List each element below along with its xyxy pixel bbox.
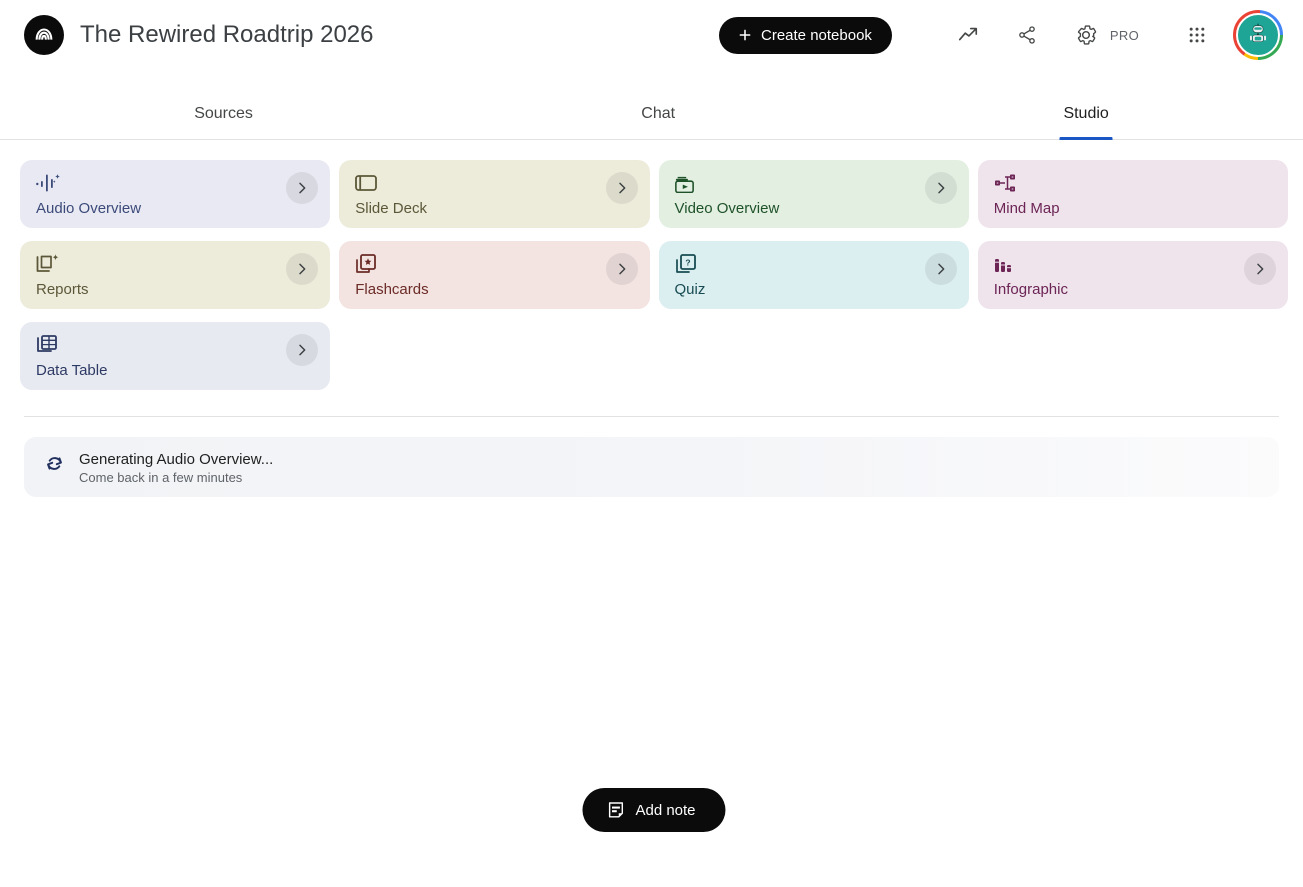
svg-text:?: ? — [685, 258, 690, 268]
